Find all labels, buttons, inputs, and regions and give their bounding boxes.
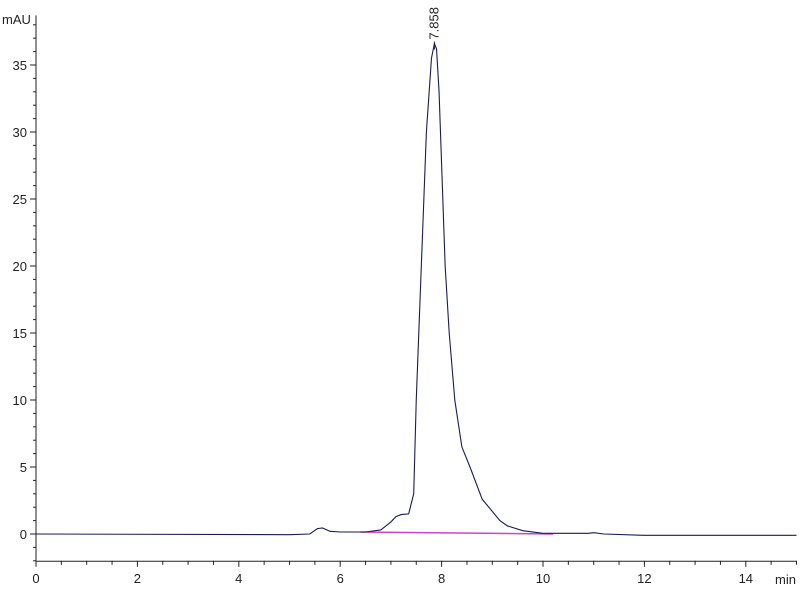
y-tick-label: 15	[13, 326, 27, 341]
peak-labels: 7.858	[426, 7, 441, 50]
x-tick-label: 12	[637, 571, 651, 586]
y-tick-label: 20	[13, 259, 27, 274]
x-tick-label: 6	[337, 571, 344, 586]
y-tick-label: 35	[13, 58, 27, 73]
axes: 0 5 10 15 20 25 30 35 0 2 4 6 8 10 12 14	[13, 15, 797, 586]
y-tick-label: 10	[13, 393, 27, 408]
y-axis-label: mAU	[2, 12, 31, 27]
chromatogram-trace	[35, 41, 797, 536]
y-tick-label: 5	[20, 460, 27, 475]
x-tick-label: 2	[134, 571, 141, 586]
peak-label: 7.858	[426, 7, 441, 40]
x-tick-label: 4	[235, 571, 242, 586]
x-axis-label: min	[775, 572, 796, 587]
x-tick-label: 8	[438, 571, 445, 586]
y-tick-label: 25	[13, 192, 27, 207]
y-tick-label: 30	[13, 125, 27, 140]
integration-baseline	[360, 531, 554, 535]
y-tick-label: 0	[20, 527, 27, 542]
x-tick-label: 10	[536, 571, 550, 586]
x-tick-label: 0	[32, 571, 39, 586]
x-tick-label: 14	[739, 571, 753, 586]
